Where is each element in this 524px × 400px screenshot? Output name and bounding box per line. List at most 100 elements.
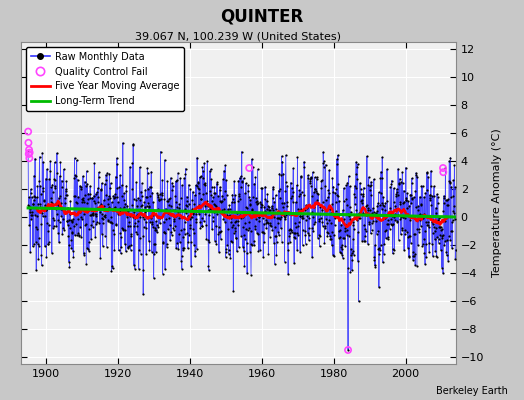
Point bbox=[419, 183, 427, 189]
Point bbox=[387, 216, 395, 222]
Point bbox=[91, 210, 99, 217]
Point bbox=[202, 201, 211, 208]
Point bbox=[129, 142, 137, 148]
Point bbox=[426, 194, 434, 201]
Point bbox=[255, 218, 263, 224]
Point bbox=[198, 215, 206, 222]
Point bbox=[121, 241, 129, 248]
Point bbox=[43, 205, 51, 211]
Point bbox=[115, 184, 123, 190]
Point bbox=[433, 191, 441, 198]
Point bbox=[247, 206, 256, 213]
Point bbox=[46, 158, 54, 164]
Point bbox=[340, 235, 348, 241]
Point bbox=[195, 174, 204, 180]
Point bbox=[377, 190, 386, 196]
Point bbox=[321, 225, 329, 231]
Point bbox=[147, 168, 156, 175]
Point bbox=[224, 226, 233, 232]
Point bbox=[110, 194, 118, 201]
Point bbox=[143, 165, 151, 172]
Point bbox=[350, 252, 358, 258]
Point bbox=[347, 250, 356, 256]
Point bbox=[373, 213, 381, 219]
Point bbox=[392, 186, 401, 192]
Point bbox=[38, 210, 46, 216]
Point bbox=[364, 207, 373, 213]
Point bbox=[167, 202, 176, 209]
Point bbox=[270, 261, 279, 267]
Point bbox=[384, 236, 392, 242]
Point bbox=[210, 184, 219, 190]
Point bbox=[162, 207, 170, 213]
Point bbox=[245, 165, 254, 171]
Point bbox=[191, 248, 200, 254]
Point bbox=[175, 231, 183, 238]
Point bbox=[441, 164, 450, 171]
Point bbox=[122, 188, 130, 194]
Point bbox=[314, 200, 322, 207]
Point bbox=[168, 187, 176, 193]
Point bbox=[290, 210, 299, 217]
Point bbox=[327, 220, 335, 226]
Point bbox=[143, 194, 151, 200]
Point bbox=[302, 204, 311, 210]
Point bbox=[136, 234, 145, 241]
Point bbox=[111, 194, 119, 201]
Point bbox=[344, 265, 352, 271]
Point bbox=[444, 258, 452, 264]
Point bbox=[413, 213, 422, 220]
Point bbox=[107, 219, 115, 226]
Point bbox=[447, 219, 456, 225]
Point bbox=[173, 204, 181, 211]
Point bbox=[124, 244, 133, 250]
Point bbox=[294, 232, 302, 238]
Point bbox=[326, 236, 335, 242]
Point bbox=[305, 180, 314, 186]
Point bbox=[336, 249, 344, 255]
Point bbox=[84, 190, 93, 197]
Point bbox=[368, 220, 376, 226]
Point bbox=[272, 252, 281, 258]
Point bbox=[350, 191, 358, 197]
Point bbox=[126, 223, 135, 229]
Point bbox=[348, 236, 357, 242]
Point bbox=[233, 209, 241, 215]
Point bbox=[216, 198, 224, 204]
Point bbox=[315, 243, 324, 250]
Point bbox=[222, 177, 231, 184]
Point bbox=[69, 253, 78, 260]
Point bbox=[188, 214, 196, 220]
Point bbox=[112, 174, 120, 180]
Point bbox=[88, 211, 96, 217]
Point bbox=[234, 218, 242, 224]
Point bbox=[422, 241, 430, 248]
Point bbox=[71, 193, 79, 200]
Point bbox=[235, 191, 244, 197]
Point bbox=[158, 177, 167, 183]
Point bbox=[172, 213, 180, 219]
Point bbox=[271, 192, 280, 198]
Point bbox=[68, 228, 76, 235]
Point bbox=[340, 198, 348, 204]
Point bbox=[444, 196, 453, 202]
Point bbox=[167, 229, 175, 236]
Point bbox=[109, 192, 117, 199]
Point bbox=[203, 198, 211, 204]
Point bbox=[331, 215, 340, 222]
Point bbox=[58, 177, 66, 184]
Point bbox=[451, 184, 459, 191]
Point bbox=[175, 201, 183, 208]
Point bbox=[184, 213, 192, 219]
Point bbox=[261, 184, 269, 190]
Point bbox=[267, 214, 275, 220]
Point bbox=[86, 212, 95, 218]
Point bbox=[429, 253, 437, 259]
Point bbox=[241, 236, 249, 242]
Point bbox=[408, 196, 417, 202]
Point bbox=[182, 203, 191, 209]
Point bbox=[94, 198, 102, 205]
Point bbox=[425, 192, 434, 198]
Point bbox=[329, 183, 337, 190]
Point bbox=[106, 214, 115, 220]
